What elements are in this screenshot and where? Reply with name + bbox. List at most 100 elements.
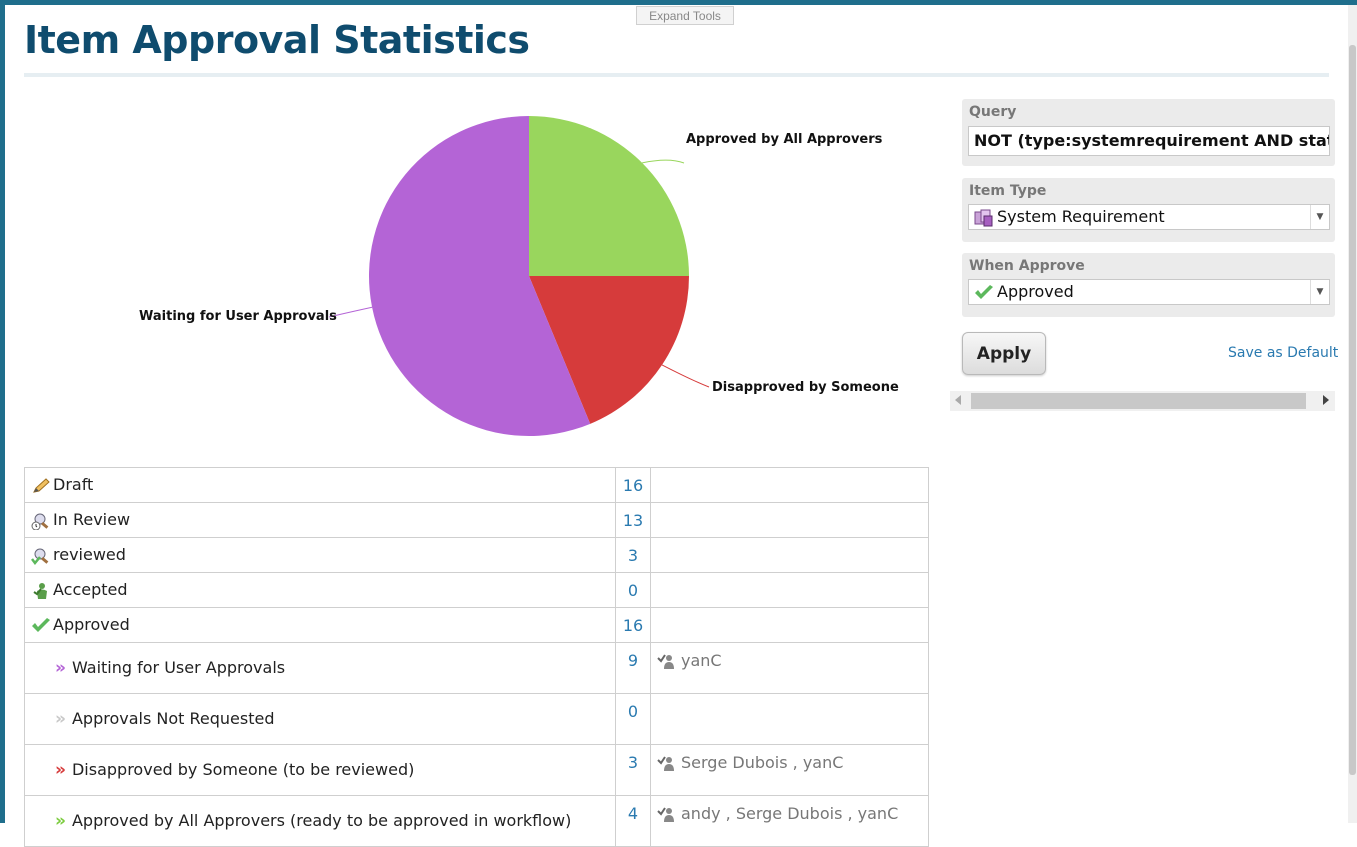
apply-button[interactable]: Apply (962, 332, 1046, 375)
status-label: Draft (53, 475, 94, 495)
table-row: reviewed 3 (24, 537, 929, 573)
approvers-cell (650, 502, 929, 538)
approval-substatus-label: Waiting for User Approvals (71, 658, 286, 677)
status-name-cell: Approved (24, 607, 616, 643)
item-type-select[interactable]: System Requirement ▼ (968, 204, 1330, 230)
approvers-cell (650, 607, 929, 643)
approvers-cell (650, 693, 929, 745)
when-approve-select[interactable]: Approved ▼ (968, 279, 1330, 305)
approver-user-icon (657, 806, 677, 824)
double-chevron-icon: » (55, 811, 66, 831)
status-name-cell: » Approved by All Approvers (ready to be … (24, 795, 616, 847)
query-panel: Query NOT (type:systemrequirement AND st… (962, 99, 1335, 166)
approval-stats-table: Draft 16 In Review 13 reviewed 3 Accepted 0 Appr… (24, 467, 929, 847)
query-label: Query (969, 104, 1017, 120)
status-name-cell: reviewed (24, 537, 616, 573)
table-row: In Review 13 (24, 502, 929, 538)
count-link[interactable]: 3 (615, 537, 651, 573)
status-name-cell: In Review (24, 502, 616, 538)
approver-names: Serge Dubois , yanC (681, 753, 844, 772)
table-row: » Approved by All Approvers (ready to be … (24, 795, 929, 847)
pie-leader-line (328, 306, 373, 318)
count-link[interactable]: 3 (615, 744, 651, 796)
status-label: reviewed (53, 545, 126, 565)
pie-label-disapproved: Disapproved by Someone (712, 380, 899, 395)
approver-names: andy , Serge Dubois , yanC (681, 804, 899, 823)
pencil-icon (31, 477, 51, 495)
count-link[interactable]: 0 (615, 693, 651, 745)
query-input[interactable]: NOT (type:systemrequirement AND status:a… (968, 126, 1330, 156)
item-type-label: Item Type (969, 183, 1047, 199)
approval-pie-chart: Approved by All Approvers Disapproved by… (24, 95, 934, 455)
approvers-cell (650, 467, 929, 503)
item-type-value: System Requirement (997, 207, 1165, 226)
status-name-cell: » Waiting for User Approvals (24, 642, 616, 694)
expand-tools-button[interactable]: Expand Tools (636, 6, 734, 25)
status-label: Accepted (53, 580, 128, 600)
table-row: Approved 16 (24, 607, 929, 643)
double-chevron-icon: » (55, 658, 66, 678)
when-approve-label: When Approve (969, 258, 1085, 274)
status-name-cell: Draft (24, 467, 616, 503)
table-row: » Waiting for User Approvals 9 yanC (24, 642, 929, 694)
vertical-scrollbar[interactable] (1348, 5, 1357, 823)
table-row: » Approvals Not Requested 0 (24, 693, 929, 745)
vertical-scrollbar-thumb[interactable] (1349, 45, 1356, 775)
pie-label-approved-all: Approved by All Approvers (686, 132, 883, 147)
checkmark-icon (31, 617, 51, 635)
approvers-cell: yanC (650, 642, 929, 694)
item-type-dropdown-arrow-icon[interactable]: ▼ (1310, 205, 1329, 229)
count-link[interactable]: 9 (615, 642, 651, 694)
when-approve-value: Approved (997, 282, 1074, 301)
page-title: Item Approval Statistics (24, 18, 530, 62)
double-chevron-icon: » (55, 709, 66, 729)
approvers-cell: andy , Serge Dubois , yanC (650, 795, 929, 847)
table-row: » Disapproved by Someone (to be reviewed)… (24, 744, 929, 796)
approval-substatus-label: Approved by All Approvers (ready to be a… (71, 811, 572, 830)
table-row: Draft 16 (24, 467, 929, 503)
double-chevron-icon: » (55, 760, 66, 780)
table-row: Accepted 0 (24, 572, 929, 608)
when-approve-dropdown-arrow-icon[interactable]: ▼ (1310, 280, 1329, 304)
magnifier-clock-icon (31, 512, 51, 531)
count-link[interactable]: 16 (615, 467, 651, 503)
approvers-cell (650, 537, 929, 573)
checkmark-icon (973, 283, 995, 303)
count-link[interactable]: 0 (615, 572, 651, 608)
approvers-cell: Serge Dubois , yanC (650, 744, 929, 796)
approver-user-icon (657, 755, 677, 773)
horizontal-scrollbar-thumb[interactable] (971, 393, 1306, 409)
count-link[interactable]: 4 (615, 795, 651, 847)
pie-leader-line (642, 159, 685, 164)
magnifier-check-icon (31, 547, 51, 565)
pie-leader-line (661, 364, 710, 388)
scroll-left-arrow-icon[interactable] (955, 395, 961, 405)
approver-names: yanC (681, 651, 722, 670)
count-link[interactable]: 13 (615, 502, 651, 538)
approval-substatus-label: Approvals Not Requested (71, 709, 275, 728)
window-top-border (0, 0, 1357, 5)
status-label: In Review (53, 510, 131, 530)
scroll-right-arrow-icon[interactable] (1323, 395, 1329, 405)
horizontal-scrollbar[interactable] (950, 391, 1335, 411)
system-requirement-icon (973, 208, 995, 228)
pie-slice[interactable] (529, 276, 689, 424)
title-divider (24, 73, 1329, 77)
pie-label-waiting: Waiting for User Approvals (139, 309, 337, 324)
save-as-default-link[interactable]: Save as Default (1228, 345, 1339, 361)
status-name-cell: » Approvals Not Requested (24, 693, 616, 745)
status-label: Approved (53, 615, 130, 635)
window-left-border (0, 0, 5, 823)
person-accept-icon (31, 582, 51, 600)
pie-slice[interactable] (529, 116, 689, 276)
approval-substatus-label: Disapproved by Someone (to be reviewed) (71, 760, 415, 779)
pie-slice[interactable] (369, 116, 591, 436)
item-type-panel: Item Type System Requirement ▼ (962, 178, 1335, 242)
when-approve-panel: When Approve Approved ▼ (962, 253, 1335, 317)
approver-user-icon (657, 653, 677, 671)
count-link[interactable]: 16 (615, 607, 651, 643)
status-name-cell: Accepted (24, 572, 616, 608)
approvers-cell (650, 572, 929, 608)
status-name-cell: » Disapproved by Someone (to be reviewed) (24, 744, 616, 796)
pie-chart-svg (328, 116, 710, 436)
